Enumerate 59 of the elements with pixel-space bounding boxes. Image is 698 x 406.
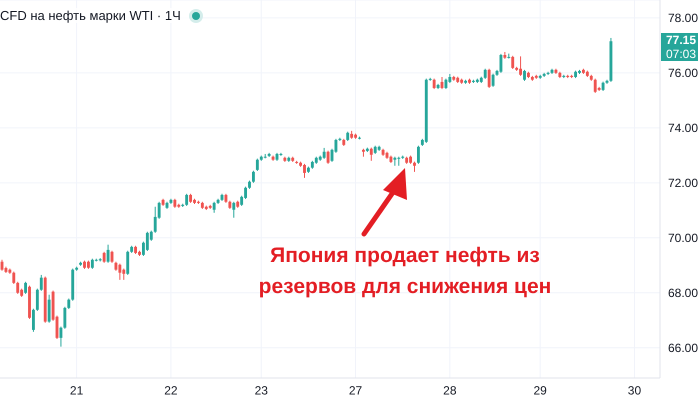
candlestick — [492, 73, 495, 88]
candlestick — [32, 308, 35, 332]
candlestick — [12, 271, 16, 284]
candlestick — [146, 231, 149, 252]
candlestick — [122, 268, 126, 280]
annotation: Япония продает нефть из резервов для снижения цен — [258, 243, 552, 300]
candlestick — [36, 288, 39, 312]
candlestick — [59, 326, 62, 348]
y-tick-label: 68.00 — [668, 286, 698, 300]
y-tick-label: 70.00 — [668, 231, 698, 246]
candlestick — [519, 56, 522, 76]
candlestick — [102, 251, 106, 264]
x-tick-label: 30 — [628, 384, 642, 398]
candlestick — [212, 201, 216, 214]
x-tick-label: 27 — [348, 384, 363, 398]
candlestick — [416, 145, 420, 164]
candlestick — [303, 163, 306, 178]
candlestick — [224, 193, 228, 204]
text: CFD на нефть марки WTI · 1Ч — [0, 8, 181, 23]
candlestick — [106, 244, 110, 264]
text: 77.15 — [664, 33, 696, 48]
candlestick — [602, 81, 605, 92]
candlestick — [499, 53, 502, 74]
candlestick — [90, 258, 94, 270]
candlestick — [114, 261, 118, 272]
y-tick-label: 76.00 — [668, 66, 698, 80]
candlestick — [189, 193, 192, 204]
candlestick — [63, 306, 66, 330]
x-tick-label: 21 — [70, 384, 84, 398]
x-tick-label: 28 — [443, 384, 457, 398]
candlestick — [0, 259, 4, 272]
candlestick — [173, 198, 176, 208]
candlestick — [322, 147, 326, 160]
y-tick-label: 74.00 — [668, 121, 698, 136]
candlestick — [488, 68, 491, 88]
x-tick-label: 23 — [254, 384, 268, 398]
y-tick-label: 66.00 — [668, 341, 698, 356]
candlestick — [256, 158, 259, 172]
candlestick — [440, 76, 444, 90]
candlestick — [326, 150, 330, 164]
candlestick — [110, 250, 114, 264]
x-tick-label: 29 — [534, 384, 548, 398]
x-tick-label: 22 — [164, 384, 178, 398]
candlestick — [40, 274, 43, 292]
y-tick-label: 78.00 — [668, 11, 698, 26]
candlestick — [448, 73, 452, 84]
candlestick — [370, 147, 373, 162]
candlestick — [24, 281, 28, 294]
candlestick — [594, 78, 597, 94]
candlestick — [48, 294, 51, 324]
candlestick — [185, 193, 188, 206]
candlestick — [444, 78, 448, 90]
candlestick — [413, 161, 416, 172]
candlestick — [118, 263, 122, 280]
candlestick — [252, 170, 255, 184]
candlestick — [432, 78, 436, 90]
y-tick-label: 72.00 — [668, 176, 698, 190]
candlestick — [523, 69, 526, 82]
text: 07:03 — [664, 47, 696, 62]
